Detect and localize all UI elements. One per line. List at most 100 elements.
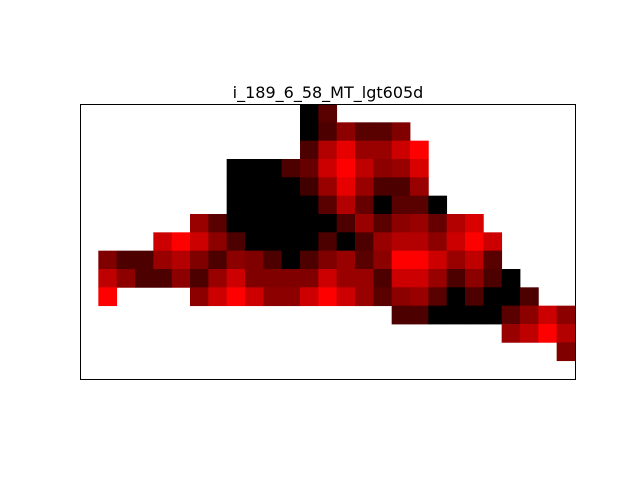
heatmap-cell [391, 232, 411, 252]
heatmap-cell [281, 232, 301, 252]
heatmap-cell [373, 122, 393, 142]
heatmap-cell [355, 122, 374, 142]
heatmap-cell [465, 250, 484, 270]
heatmap-cell [410, 269, 429, 288]
heatmap-cell [336, 214, 356, 233]
heatmap-cell [410, 287, 429, 307]
heatmap-cell [391, 269, 411, 288]
heatmap-cell [281, 159, 301, 178]
heatmap-cell [153, 269, 173, 288]
heatmap-cell [300, 159, 319, 178]
heatmap-cell [373, 269, 393, 288]
heatmap-cell [410, 305, 429, 325]
heatmap-cell [226, 159, 246, 178]
heatmap-cell [300, 214, 319, 233]
heatmap-cell [226, 195, 246, 215]
heatmap-cell [501, 305, 521, 325]
heatmap-cell [355, 214, 374, 233]
heatmap-cell [391, 177, 411, 197]
heatmap-cell [520, 287, 539, 307]
heatmap-cell [208, 250, 228, 270]
heatmap-cell [373, 232, 393, 252]
heatmap-cell [373, 195, 393, 215]
heatmap-cell [318, 232, 338, 252]
heatmap-cell [465, 287, 484, 307]
heatmap-cell [245, 195, 264, 215]
heatmap-cell [245, 250, 264, 270]
heatmap-cell [171, 269, 191, 288]
heatmap-cell [465, 214, 484, 233]
heatmap-cell [556, 305, 576, 325]
heatmap-cell [520, 324, 539, 343]
heatmap-cell [153, 232, 173, 252]
heatmap-cell [190, 232, 209, 252]
heatmap-cell [373, 177, 393, 197]
heatmap-cell [245, 232, 264, 252]
heatmap-cell [501, 324, 521, 343]
heatmap-cell [465, 269, 484, 288]
heatmap-cell [135, 269, 154, 288]
heatmap-cell [245, 287, 264, 307]
heatmap-cell [538, 324, 558, 343]
heatmap-cell [281, 287, 301, 307]
heatmap-cell [98, 269, 118, 288]
heatmap-cell [501, 287, 521, 307]
heatmap-cell [263, 214, 283, 233]
heatmap-cell [208, 214, 228, 233]
heatmap-cell [300, 269, 319, 288]
heatmap-cell [318, 140, 338, 160]
heatmap-cell [300, 250, 319, 270]
heatmap-cell [153, 250, 173, 270]
heatmap-cell [446, 232, 466, 252]
heatmap-cell [318, 159, 338, 178]
heatmap-cell [245, 177, 264, 197]
heatmap-cell [226, 269, 246, 288]
heatmap-cell [336, 287, 356, 307]
heatmap-cell [538, 305, 558, 325]
heatmap-cell [336, 232, 356, 252]
heatmap-cell [428, 269, 448, 288]
heatmap-cell [355, 140, 374, 160]
heatmap-cell [428, 250, 448, 270]
heatmap-cell [336, 177, 356, 197]
heatmap-cell [281, 250, 301, 270]
heatmap-cell [556, 342, 576, 362]
heatmap-cell [336, 269, 356, 288]
heatmap-cell [245, 159, 264, 178]
heatmap-cell [336, 195, 356, 215]
heatmap-cell [116, 269, 136, 288]
heatmap-cell [446, 269, 466, 288]
heatmap-cell [281, 177, 301, 197]
heatmap-cell [410, 177, 429, 197]
heatmap-cell [300, 195, 319, 215]
heatmap-cell [355, 177, 374, 197]
heatmap-cell [318, 122, 338, 142]
heatmap-cell [263, 232, 283, 252]
heatmap-cell [226, 287, 246, 307]
heatmap-cell [300, 177, 319, 197]
heatmap-cell [190, 250, 209, 270]
heatmap-cell [355, 195, 374, 215]
heatmap-cell [281, 195, 301, 215]
heatmap-cell [391, 122, 411, 142]
heatmap-cell [135, 250, 154, 270]
heatmap-cell [428, 195, 448, 215]
heatmap-cell [355, 232, 374, 252]
heatmap-cell [208, 269, 228, 288]
heatmap-cell [190, 214, 209, 233]
heatmap-cell [483, 250, 503, 270]
heatmap-cell [483, 305, 503, 325]
heatmap-cell [355, 159, 374, 178]
heatmap-cell [98, 287, 118, 307]
chart-title: i_189_6_58_MT_lgt605d [233, 83, 424, 103]
heatmap-cell [226, 232, 246, 252]
heatmap-cell [226, 214, 246, 233]
heatmap-cell [391, 305, 411, 325]
heatmap-cell [336, 122, 356, 142]
heatmap-cell [226, 250, 246, 270]
heatmap-cell [336, 250, 356, 270]
heatmap-cell [171, 250, 191, 270]
heatmap-cell [391, 195, 411, 215]
heatmap-cells [98, 104, 576, 362]
